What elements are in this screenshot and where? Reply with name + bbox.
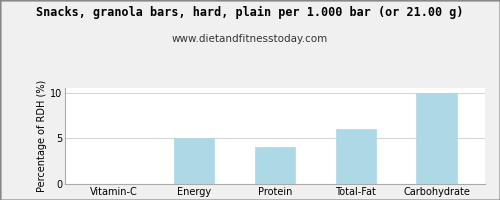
Text: Snacks, granola bars, hard, plain per 1.000 bar (or 21.00 g): Snacks, granola bars, hard, plain per 1.… xyxy=(36,6,464,19)
Text: www.dietandfitnesstoday.com: www.dietandfitnesstoday.com xyxy=(172,34,328,44)
Bar xyxy=(336,129,376,184)
Bar xyxy=(174,138,214,184)
Bar xyxy=(255,147,295,184)
Y-axis label: Percentage of RDH (%): Percentage of RDH (%) xyxy=(37,80,47,192)
Bar xyxy=(416,93,457,184)
